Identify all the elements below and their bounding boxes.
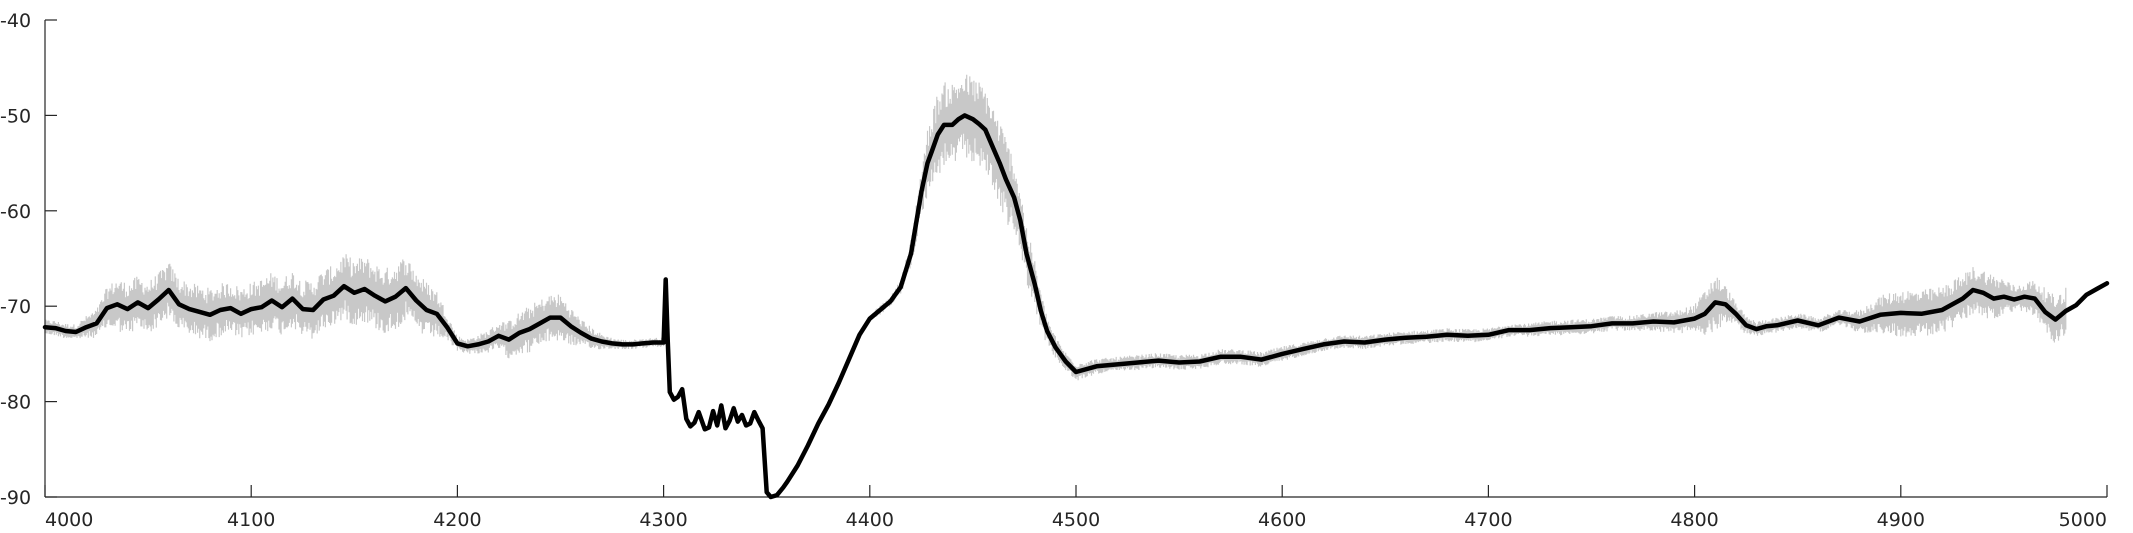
x-tick-label: 4800 (1670, 509, 1718, 531)
x-ticks: 4000 4100 4200 4300 4400 4500 4600 4700 4800 4900… (44, 485, 2108, 531)
y-tick-label: -50 (0, 105, 31, 127)
x-tick-label: 4700 (1464, 509, 1512, 531)
x-tick-label: 4500 (1052, 509, 1100, 531)
mean-series (42, 113, 2110, 500)
y-tick-label: -70 (0, 296, 31, 318)
y-tick-label: -60 (0, 201, 31, 223)
x-tick-label: 4100 (227, 509, 275, 531)
y-tick-label: -40 (0, 10, 31, 32)
x-tick-label: 4200 (433, 509, 481, 531)
x-tick-label: 4000 (45, 509, 93, 531)
x-tick-label: 5000 (2059, 509, 2107, 531)
axes (44, 20, 2107, 498)
y-tick-label: -80 (0, 392, 31, 414)
x-tick-label: 4300 (639, 509, 687, 531)
x-tick-label: 4400 (846, 509, 894, 531)
y-tick-label: -90 (0, 487, 31, 509)
x-tick-label: 4900 (1877, 509, 1925, 531)
x-tick-label: 4600 (1258, 509, 1306, 531)
y-ticks: -90 -80 -70 -60 -50 -40 (0, 10, 57, 509)
mean-line (42, 113, 2110, 500)
